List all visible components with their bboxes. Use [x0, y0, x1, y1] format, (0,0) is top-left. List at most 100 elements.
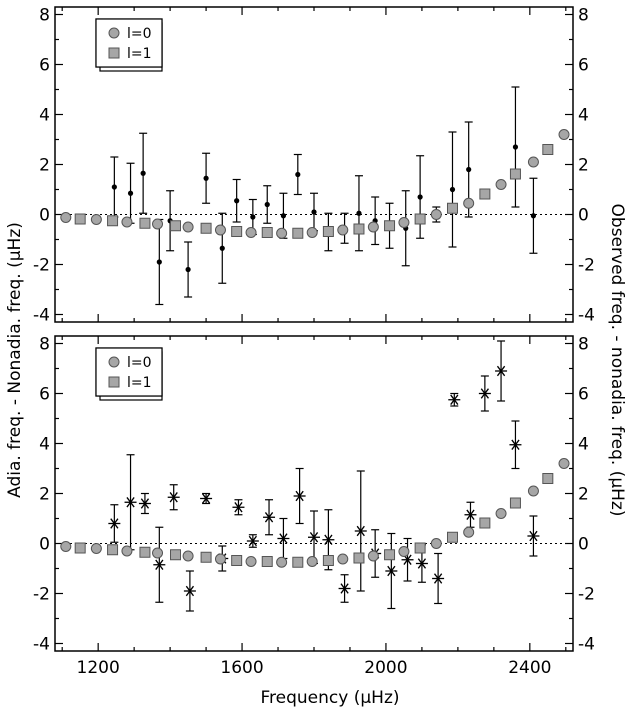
observed-point-stroke — [295, 490, 304, 502]
l1-point — [446, 202, 458, 214]
l0-point — [214, 224, 226, 236]
y-tick-label-left: 4 — [39, 106, 50, 126]
y-tick-label-right: 2 — [578, 156, 589, 176]
observed-point-stroke — [264, 512, 274, 523]
legend-l1-marker — [108, 47, 120, 59]
y-tick-label-left: 2 — [39, 485, 50, 505]
observed-point — [127, 190, 134, 196]
l0-point — [463, 526, 475, 538]
l1-point — [542, 144, 554, 155]
l0-point — [367, 221, 379, 233]
l1-point — [261, 227, 273, 238]
l1-point — [261, 556, 273, 567]
l1-point — [479, 188, 491, 200]
l0-point — [90, 214, 102, 225]
observed-point — [478, 388, 491, 399]
l1-point — [353, 223, 365, 235]
l1-point — [384, 549, 396, 561]
l1-point — [139, 217, 151, 229]
l0-point — [306, 556, 318, 567]
l0-point — [245, 227, 257, 238]
l0-point — [527, 156, 539, 168]
observed-point — [203, 175, 209, 181]
observed-point — [295, 171, 301, 178]
l0-point — [60, 541, 72, 552]
x-tick-label: 2000 — [364, 658, 407, 678]
l0-point — [90, 543, 102, 554]
observed-point — [263, 512, 276, 523]
y-tick-label-right: 6 — [578, 56, 589, 76]
observed-point-stroke — [309, 532, 319, 543]
observed-point — [250, 214, 256, 220]
l1-point — [509, 168, 521, 180]
observed-point — [417, 194, 423, 200]
l0-point — [276, 556, 288, 568]
observed-point-stroke — [466, 509, 475, 520]
l1-point — [542, 473, 554, 484]
observed-point — [385, 565, 398, 577]
y-tick-label-right: 4 — [578, 435, 589, 455]
observed-point-stroke — [248, 535, 257, 547]
observed-point-stroke — [511, 439, 520, 450]
legend-l0-label: l=0 — [127, 355, 152, 371]
observed-point — [512, 144, 519, 150]
legend-l0-marker — [108, 356, 120, 368]
observed-point — [448, 394, 461, 405]
observed-point-stroke — [496, 365, 506, 377]
l0-point — [276, 227, 288, 239]
observed-point-stroke — [387, 565, 396, 577]
l1-point — [414, 542, 426, 554]
l1-point — [384, 220, 396, 232]
observed-point — [338, 583, 351, 594]
observed-point — [495, 365, 508, 377]
l1-point — [74, 542, 86, 554]
l1-point — [170, 549, 182, 561]
observed-point — [449, 186, 456, 193]
y-tick-label-left: -4 — [33, 635, 50, 655]
y-tick-label-left: 4 — [39, 435, 50, 455]
y-tick-label-right: 2 — [578, 485, 589, 505]
y-tick-label-right: 8 — [578, 6, 589, 26]
x-tick-label: 1600 — [220, 658, 263, 678]
y-tick-label-right: -2 — [578, 585, 595, 605]
observed-point — [466, 166, 472, 173]
x-axis-title: Frequency (µHz) — [260, 688, 399, 708]
observed-point-stroke — [155, 559, 164, 570]
observed-point — [277, 533, 290, 544]
l0-point — [430, 538, 442, 549]
l1-point — [107, 544, 119, 556]
l0-point — [121, 545, 133, 557]
legend-l1-label: l=1 — [127, 375, 152, 391]
y-tick-label-right: -2 — [578, 256, 595, 276]
observed-point — [356, 210, 362, 216]
legend-l1-label: l=1 — [127, 46, 152, 62]
y-tick-label-right: 4 — [578, 106, 589, 126]
observed-point — [264, 201, 270, 208]
l0-point — [214, 553, 226, 565]
observed-point-stroke — [529, 530, 538, 542]
l1-point — [74, 213, 86, 225]
observed-point — [183, 585, 196, 597]
observed-point-stroke — [110, 518, 119, 529]
l0-point — [527, 485, 539, 497]
observed-point — [280, 213, 287, 219]
observed-point — [200, 493, 213, 504]
l1-point — [200, 551, 212, 563]
l0-point — [558, 129, 570, 140]
l0-point — [306, 227, 318, 238]
observed-point — [124, 497, 137, 508]
legend-face — [95, 347, 163, 397]
observed-point-stroke — [433, 573, 443, 584]
observed-point-stroke — [185, 585, 195, 597]
l0-point — [121, 216, 133, 228]
l0-point — [182, 550, 194, 562]
observed-point — [138, 498, 151, 509]
y-tick-label-left: 8 — [39, 6, 50, 26]
y-tick-label-right: -4 — [578, 306, 595, 326]
legend-l1-marker — [108, 376, 120, 388]
observed-point-stroke — [340, 583, 349, 594]
observed-point-stroke — [234, 502, 243, 513]
l1-point — [139, 546, 151, 558]
y-tick-label-left: -4 — [33, 306, 50, 326]
observed-point — [246, 535, 259, 547]
